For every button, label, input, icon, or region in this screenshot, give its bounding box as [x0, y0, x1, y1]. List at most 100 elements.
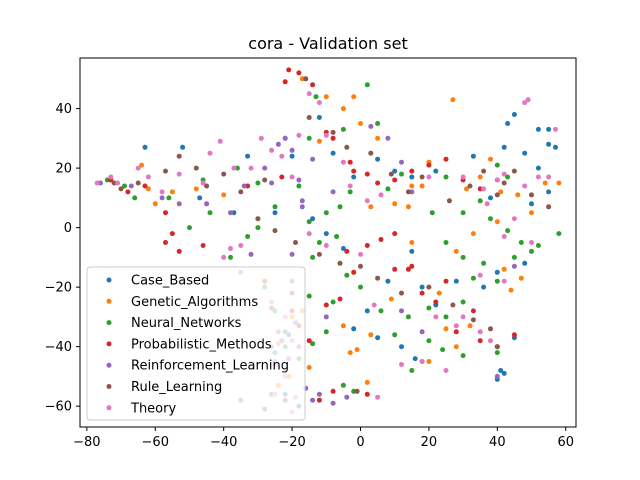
data-point [468, 184, 473, 189]
data-point [529, 249, 534, 254]
data-point [197, 195, 202, 200]
data-point [279, 154, 284, 159]
data-point [471, 231, 476, 236]
data-point [529, 240, 534, 245]
data-point [331, 151, 336, 156]
data-point [454, 249, 459, 254]
data-point [303, 76, 308, 81]
data-point [409, 175, 414, 180]
data-point [279, 175, 284, 180]
data-point [461, 175, 466, 180]
data-point [201, 243, 206, 248]
data-point [495, 163, 500, 168]
data-point [344, 145, 349, 150]
data-point [375, 395, 380, 400]
legend-label: Theory [130, 401, 176, 416]
data-point [249, 166, 254, 171]
data-point [495, 279, 500, 284]
data-point [338, 261, 343, 266]
data-point [502, 267, 507, 272]
data-point [379, 237, 384, 242]
data-point [430, 210, 435, 215]
data-point [341, 127, 346, 132]
data-point [132, 195, 137, 200]
x-tick-label: 20 [421, 435, 438, 450]
data-point [409, 264, 414, 269]
data-point [166, 195, 171, 200]
data-point [358, 252, 363, 257]
data-point [399, 291, 404, 296]
data-point [546, 189, 551, 194]
data-point [495, 270, 500, 275]
data-point [238, 189, 243, 194]
data-point [194, 166, 199, 171]
data-point [317, 100, 322, 105]
y-tick-label: −60 [45, 400, 72, 415]
data-point [177, 154, 182, 159]
data-point [399, 362, 404, 367]
data-point [471, 317, 476, 322]
data-point [454, 279, 459, 284]
data-point [399, 308, 404, 313]
data-point [365, 172, 370, 177]
data-point [399, 172, 404, 177]
data-point [228, 255, 233, 260]
data-point [163, 210, 168, 215]
data-point [522, 100, 527, 105]
data-point [249, 252, 254, 257]
data-point [136, 181, 141, 186]
data-point [324, 231, 329, 236]
data-point [290, 175, 295, 180]
data-point [146, 175, 151, 180]
data-point [310, 157, 315, 162]
data-point [519, 276, 524, 281]
data-point [409, 249, 414, 254]
data-point [529, 192, 534, 197]
data-point [307, 231, 312, 236]
data-point [273, 210, 278, 215]
data-point [324, 94, 329, 99]
y-tick-label: −20 [45, 281, 72, 296]
data-point [461, 314, 466, 319]
data-point [348, 184, 353, 189]
data-point [365, 82, 370, 87]
data-point [307, 91, 312, 96]
data-point [385, 136, 390, 141]
y-tick-label: 0 [64, 221, 72, 236]
data-point [136, 166, 141, 171]
data-point [461, 210, 466, 215]
data-point [406, 189, 411, 194]
data-point [143, 184, 148, 189]
data-point [296, 178, 301, 183]
data-point [543, 181, 548, 186]
data-point [331, 300, 336, 305]
data-point [392, 201, 397, 206]
data-point [324, 133, 329, 138]
data-point [262, 166, 267, 171]
data-point [375, 121, 380, 126]
data-point [444, 175, 449, 180]
data-point [317, 392, 322, 397]
data-point [406, 204, 411, 209]
data-point [433, 300, 438, 305]
data-point [177, 172, 182, 177]
legend-label: Reinforcement_Learning [131, 359, 289, 374]
data-point [351, 169, 356, 174]
data-point [512, 112, 517, 117]
data-point [409, 184, 414, 189]
data-point [208, 151, 213, 156]
data-point [368, 124, 373, 129]
legend-label: Probabilistic_Methods [131, 337, 272, 352]
data-point [283, 79, 288, 84]
data-point [433, 314, 438, 319]
data-point [307, 219, 312, 224]
x-tick-label: −20 [278, 435, 305, 450]
data-point [385, 186, 390, 191]
data-point [358, 264, 363, 269]
data-point [495, 178, 500, 183]
data-point [351, 94, 356, 99]
data-point [375, 136, 380, 141]
data-point [546, 142, 551, 147]
data-point [341, 323, 346, 328]
data-point [365, 380, 370, 385]
